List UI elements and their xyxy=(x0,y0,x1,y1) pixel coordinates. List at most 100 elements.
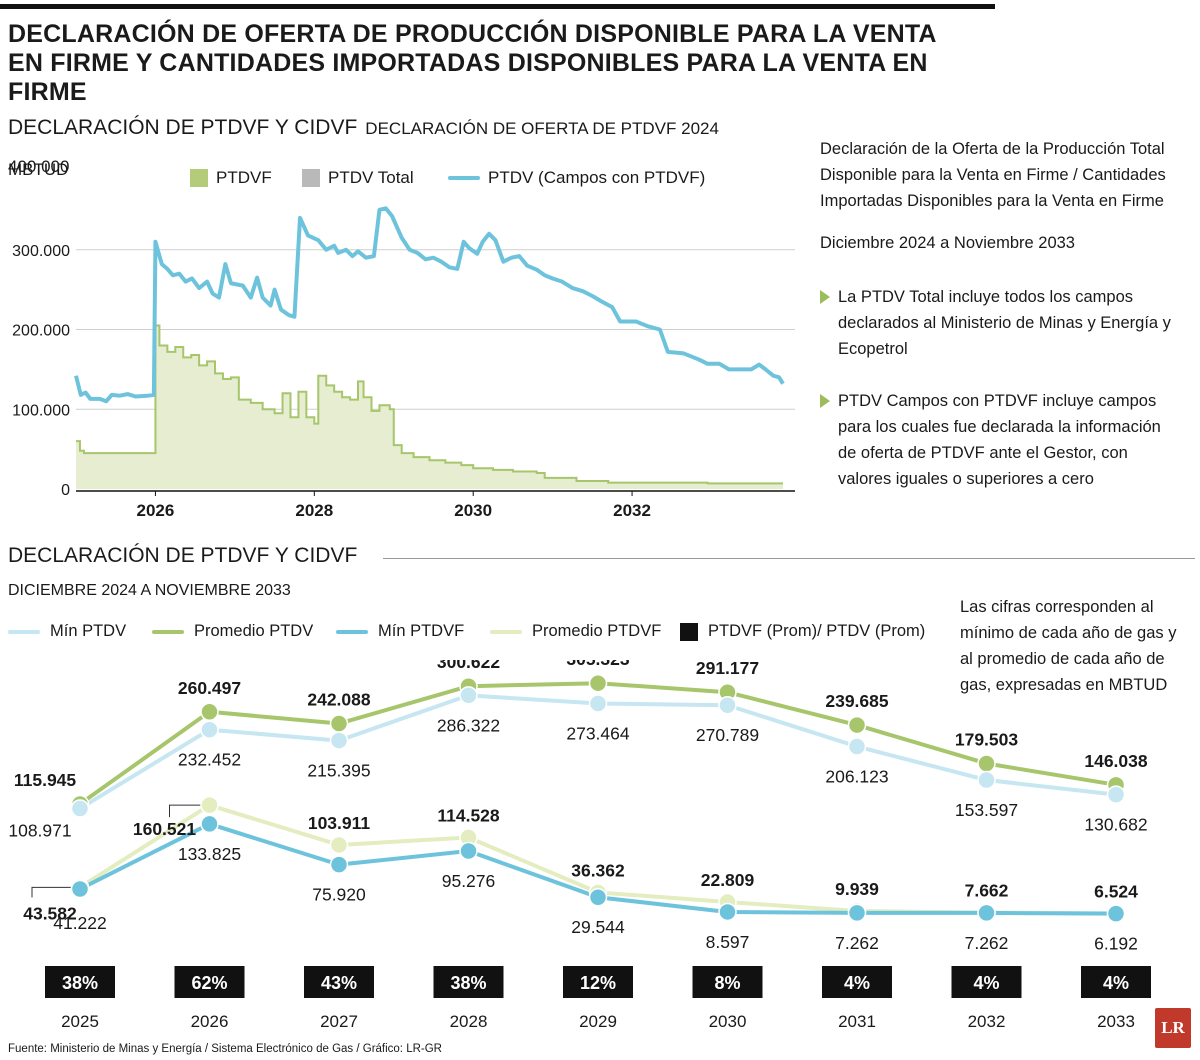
min-ptdvf-point xyxy=(1106,904,1126,923)
min-ptdvf-label: 133.825 xyxy=(178,844,241,864)
section1-title: DECLARACIÓN DE PTDVF Y CIDVF DECLARACIÓN … xyxy=(8,116,719,140)
prom-ptdv-label: 242.088 xyxy=(307,690,371,710)
leader-line xyxy=(31,886,72,898)
y-tick-label: 200.000 xyxy=(12,323,70,340)
prom-ptdv-point xyxy=(977,754,996,773)
year-label: 2030 xyxy=(709,1012,747,1031)
legend-ptdv-total: PTDV Total xyxy=(302,168,414,188)
chart1-y-ticks: 0 100.000 200.000 300.000 400.000 xyxy=(8,157,70,499)
legend-min-ptdvf-label: Mín PTDVF xyxy=(378,622,465,640)
min-ptdvf-point xyxy=(200,814,219,834)
legend-min-ptdv: Mín PTDV xyxy=(8,622,126,641)
ratio-badge xyxy=(1081,966,1151,998)
min-ptdvf-point xyxy=(847,903,867,923)
legend-prom-ptdvf: Promedio PTDVF xyxy=(490,622,661,641)
side-period: Diciembre 2024 a Noviembre 2033 xyxy=(820,234,1075,252)
legend-min-ptdv-label: Mín PTDV xyxy=(50,622,127,640)
side-bullet-1-text: La PTDV Total incluye todos los campos d… xyxy=(838,288,1171,358)
section2-note: Las cifras corresponden al mínimo de cad… xyxy=(960,598,1177,694)
min-ptdv-label: 153.597 xyxy=(955,800,1018,820)
min-ptdv-label: 108.971 xyxy=(8,820,71,840)
section1-title-text: DECLARACIÓN DE PTDVF Y CIDVF xyxy=(8,116,358,139)
year-label: 2025 xyxy=(61,1012,99,1031)
section2-rule xyxy=(383,558,1195,559)
min-ptdv-point xyxy=(588,694,608,713)
chart1-gridlines xyxy=(76,249,795,492)
min-ptdvf-point xyxy=(329,855,349,874)
min-ptdv-point xyxy=(1106,785,1126,804)
min-ptdvf-label: 41.222 xyxy=(53,913,107,933)
ptdvf-step-line xyxy=(76,324,783,485)
min-ptdv-point xyxy=(718,695,737,715)
prom-ptdvf-label: 36.362 xyxy=(571,860,625,880)
y-tick-label: 300.000 xyxy=(12,243,70,260)
prom-ptdvf-point xyxy=(200,795,219,815)
legend-prom-ptdvf-label: Promedio PTDVF xyxy=(532,622,662,640)
min-ptdv-point xyxy=(329,731,349,750)
legend-ratio: PTDVF (Prom)/ PTDV (Prom) xyxy=(680,622,925,641)
min-ptdvf-label: 6.192 xyxy=(1094,934,1138,954)
year-label: 2026 xyxy=(191,1012,229,1031)
ptdvf-area xyxy=(76,325,783,489)
prom-ptdv-label: 305.323 xyxy=(566,660,630,669)
chart2-ratio-badges: 38% 62% 43% 38% 12% 8% 4% 4% 4% xyxy=(45,966,1151,998)
ratio-badge xyxy=(951,966,1022,998)
legend-ptdv-campos-label: PTDV (Campos con PTDVF) xyxy=(488,168,706,187)
chart2-points xyxy=(70,673,1126,923)
prom-ptdv-point xyxy=(200,702,219,722)
ratio-badge-label: 4% xyxy=(973,973,999,993)
ratio-badge-label: 8% xyxy=(714,973,740,993)
y-tick-label: 100.000 xyxy=(12,402,70,419)
year-label: 2027 xyxy=(320,1012,358,1031)
prom-ptdv-label: 291.177 xyxy=(696,660,759,678)
legend-ptdvf-swatch xyxy=(190,169,208,187)
min-ptdvf-point xyxy=(459,841,478,861)
year-label: 2031 xyxy=(838,1012,876,1031)
min-ptdv-point xyxy=(459,686,478,705)
prom-ptdv-label: 239.685 xyxy=(825,691,889,711)
ratio-badge-label: 4% xyxy=(844,973,870,993)
headline-line-2: EN FIRME Y CANTIDADES IMPORTADAS DISPONI… xyxy=(8,49,928,106)
y-tick-label: 0 xyxy=(61,482,70,499)
prom-ptdv-label: 260.497 xyxy=(178,678,241,698)
chart2-leader-lines xyxy=(31,804,202,898)
top-rule xyxy=(0,4,995,9)
legend-min-ptdvf-line xyxy=(336,629,368,634)
chart2-value-labels: 115.945 260.497 242.088 300.622 305.323 291.1… xyxy=(8,660,1148,954)
section1-subtitle: DECLARACIÓN DE OFERTA DE PTDVF 2024 xyxy=(365,119,719,138)
chart1-x-ticks: 2026 2028 2030 2032 xyxy=(137,491,651,520)
year-label: 2028 xyxy=(450,1012,488,1031)
min-ptdv-label: 286.322 xyxy=(437,715,500,735)
legend-prom-ptdv-line xyxy=(152,629,184,634)
prom-ptdvf-label: 160.521 xyxy=(133,819,197,839)
headline: DECLARACIÓN DE OFERTA DE PRODUCCIÓN DISP… xyxy=(8,20,1008,107)
ratio-badge xyxy=(563,966,633,998)
min-ptdvf-point xyxy=(718,902,737,922)
legend-prom-ptdv-label: Promedio PTDV xyxy=(194,622,314,640)
legend-ratio-label: PTDVF (Prom)/ PTDV (Prom) xyxy=(708,622,926,640)
prom-ptdvf-label: 43.582 xyxy=(23,903,77,923)
ratio-badge xyxy=(692,966,763,998)
section2-title: DECLARACIÓN DE PTDVF Y CIDVF xyxy=(8,544,358,567)
headline-line-1: DECLARACIÓN DE OFERTA DE PRODUCCIÓN DISP… xyxy=(8,20,937,48)
min-ptdvf-point xyxy=(977,903,996,923)
ratio-badge xyxy=(304,966,374,998)
side-bullet-1: La PTDV Total incluye todos los campos d… xyxy=(820,284,1180,362)
legend-prom-ptdvf-line xyxy=(490,629,522,634)
prom-ptdv-point xyxy=(588,673,608,693)
source-footer: Fuente: Ministerio de Minas y Energía / … xyxy=(8,1043,442,1055)
ptdv-campos-line xyxy=(74,206,785,404)
prom-ptdv-label: 300.622 xyxy=(437,660,501,672)
side-bullet-2-text: PTDV Campos con PTDVF incluye campos par… xyxy=(838,392,1161,488)
prom-ptdvf-point xyxy=(329,835,349,855)
legend-min-ptdvf: Mín PTDVF xyxy=(336,622,464,641)
bullet-triangle-icon xyxy=(820,394,830,408)
min-ptdvf-label: 75.920 xyxy=(312,885,366,905)
legend-prom-ptdv: Promedio PTDV xyxy=(152,622,313,641)
min-ptdv-label: 130.682 xyxy=(1084,815,1147,835)
prom-ptdv-point xyxy=(329,714,349,733)
prom-ptdvf-label: 7.662 xyxy=(965,881,1009,901)
ratio-badge-label: 43% xyxy=(321,973,357,993)
min-ptdvf-point xyxy=(70,879,90,899)
ratio-badge xyxy=(822,966,892,998)
